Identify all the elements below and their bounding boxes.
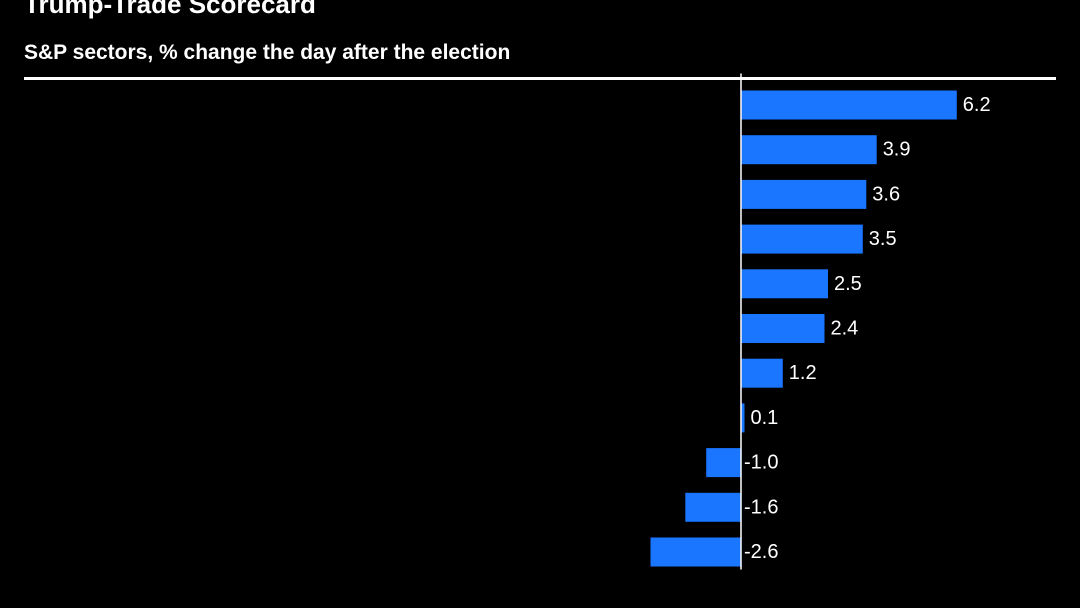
bar-value-label: 1.2 — [789, 362, 817, 384]
bar — [741, 224, 863, 254]
bar-value-label: 3.6 — [872, 183, 900, 205]
bar — [741, 135, 877, 165]
bar — [685, 492, 741, 522]
chart-subtitle: S&P sectors, % change the day after the … — [24, 41, 511, 64]
bar — [741, 179, 867, 209]
bar-value-label: 0.1 — [751, 407, 779, 429]
bar — [741, 403, 745, 433]
bar — [706, 448, 741, 478]
bar — [741, 269, 828, 299]
bar-value-label: 2.4 — [831, 318, 859, 340]
bar — [741, 314, 825, 343]
bar-value-label: -1.6 — [744, 496, 778, 518]
bar-value-label: 6.2 — [963, 94, 991, 116]
bar-value-label: 3.5 — [869, 228, 897, 250]
bar-value-label: 3.9 — [883, 139, 911, 161]
bar — [741, 358, 783, 388]
title-divider — [24, 77, 1056, 80]
chart-title: Trump-Trade Scorecard — [24, 0, 316, 19]
bar-value-label: 2.5 — [834, 273, 862, 295]
bar-value-label: -1.0 — [744, 452, 778, 474]
bar-value-label: -2.6 — [744, 541, 778, 563]
bar — [741, 90, 957, 120]
bar — [650, 537, 741, 567]
